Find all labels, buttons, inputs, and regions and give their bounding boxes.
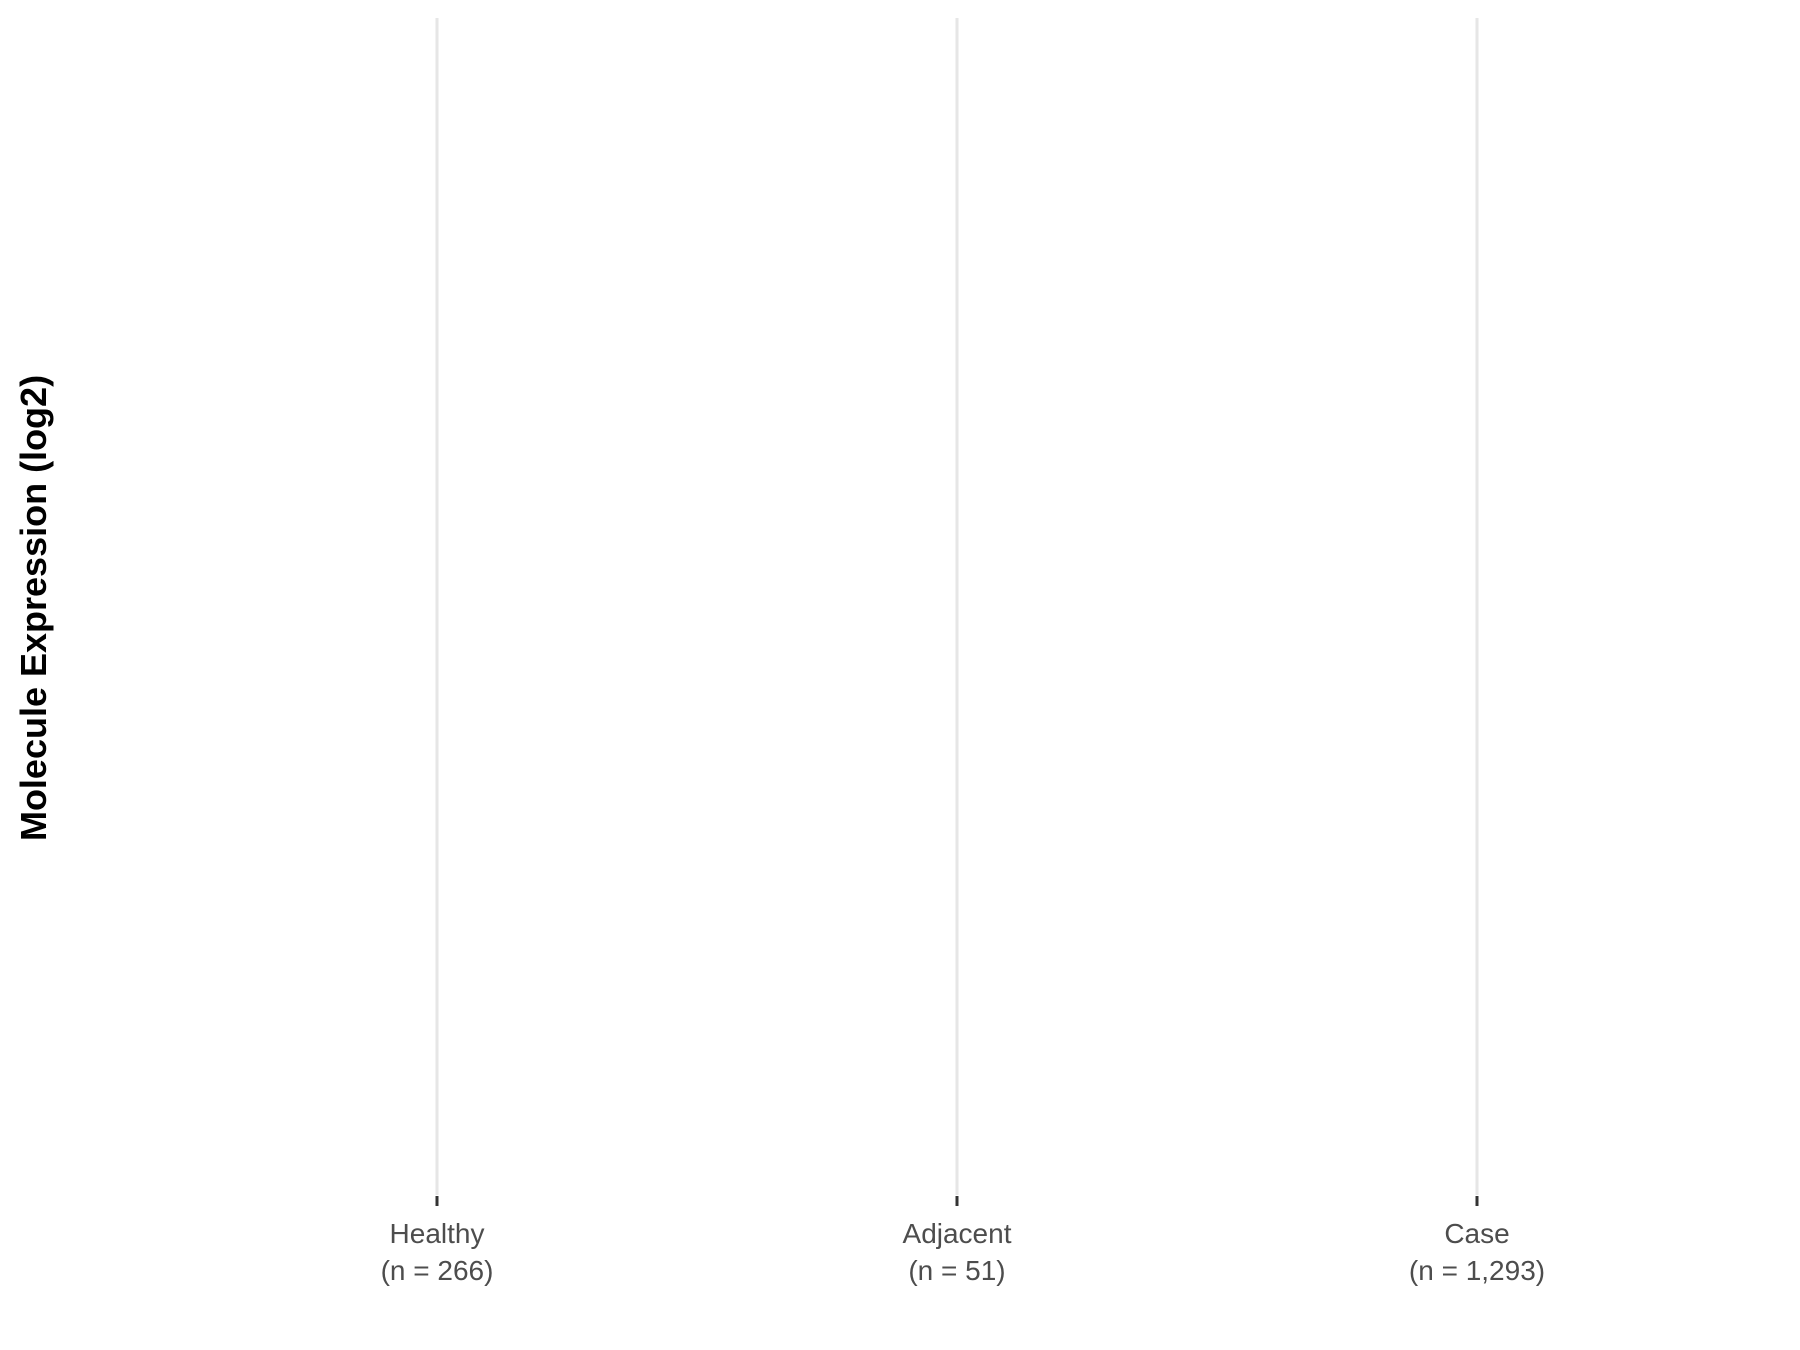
- x-category-label: Healthy: [390, 1218, 485, 1249]
- x-category-count: (n = 51): [908, 1255, 1005, 1286]
- x-category-label: Case: [1444, 1218, 1509, 1249]
- x-category-count: (n = 1,293): [1409, 1255, 1545, 1286]
- grid: [435, 18, 1479, 1195]
- x-category-count: (n = 266): [381, 1255, 494, 1286]
- x-category-label: Adjacent: [903, 1218, 1012, 1249]
- x-axis: Healthy (n = 266) Adjacent (n = 51) Case (n =…: [381, 1196, 1545, 1286]
- y-axis-label: Molecule Expression (log2): [13, 375, 54, 841]
